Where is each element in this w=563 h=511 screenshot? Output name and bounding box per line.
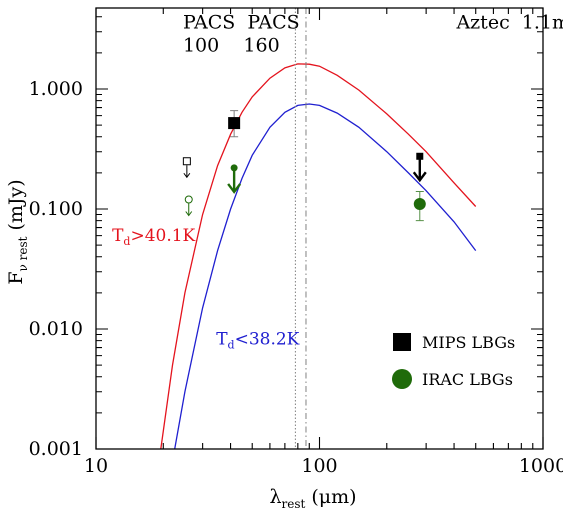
y-tick-label: 0.010 [29,318,83,340]
irac-upper-limit-arrow-0 [227,170,242,194]
temperature-symbol: T [216,330,228,350]
upper-limit-arrow-head [412,171,427,183]
upper-limit-arrow-head [185,211,193,217]
temperature-label-red: Td>40.1K [112,226,195,248]
mips-point-2 [416,152,424,160]
y-tick-label: 0.100 [29,198,83,220]
x-axis-symbol: λ [269,486,281,508]
temperature-symbol: T [112,226,124,246]
reference-lines [294,8,307,449]
y-tick-label: 0.001 [29,438,83,460]
y-axis-subscript: ν rest [16,236,30,271]
upper-limit-arrow-head [183,172,191,179]
temperature-value: >40.1K [130,226,195,246]
irac-point-2 [413,198,426,211]
mips-point-1 [182,157,191,166]
axis-ticks [95,8,544,450]
annotation-text: Aztec 1.1mm [455,11,563,33]
x-tick-label: 10 [84,455,108,477]
annotation-text: PACS PACS [183,11,300,33]
model-curves [160,63,477,449]
legend-label: MIPS LBGs [422,333,515,352]
y-axis-unit: (mJy) [5,179,27,230]
irac-point-0 [230,164,238,172]
temperature-label-blue: Td<38.2K [216,330,299,352]
irac-point-1 [184,195,193,204]
upper-limit-arrow-head [227,183,242,194]
model-curve-blue [174,103,477,449]
y-tick-label: 1.000 [29,78,83,100]
x-axis-unit: (μm) [311,486,356,508]
model-curve-red [160,63,477,449]
temperature-value: <38.2K [235,330,300,350]
legend-marker-square [393,333,411,351]
irac-upper-limit-arrow-1 [185,203,193,217]
legend-label: IRAC LBGs [422,370,513,389]
text-labels: 10 100 1000 0.001 0.010 0.100 1.000 λrest (μm) Fν… [5,11,563,511]
legend-marker-circle [392,369,412,389]
x-axis-label: λrest (μm) [269,486,356,511]
x-tick-label: 100 [301,455,337,477]
tick-marks [95,8,544,450]
temperature-subscript: d [228,339,235,352]
mips-upper-limit-arrow-1 [183,165,191,179]
temperature-subscript: d [123,235,130,248]
y-axis-label: Fν rest (mJy) [5,179,30,284]
mips-upper-limit-arrow-2 [412,159,427,183]
x-tick-label: 1000 [519,455,563,477]
data-points [182,110,427,222]
legend: MIPS LBGs IRAC LBGs [392,333,515,389]
mips-point-0 [228,117,241,130]
annotation-text: 100 160 [183,35,280,57]
y-axis-symbol: F [5,271,27,284]
x-axis-subscript: rest [282,497,306,511]
